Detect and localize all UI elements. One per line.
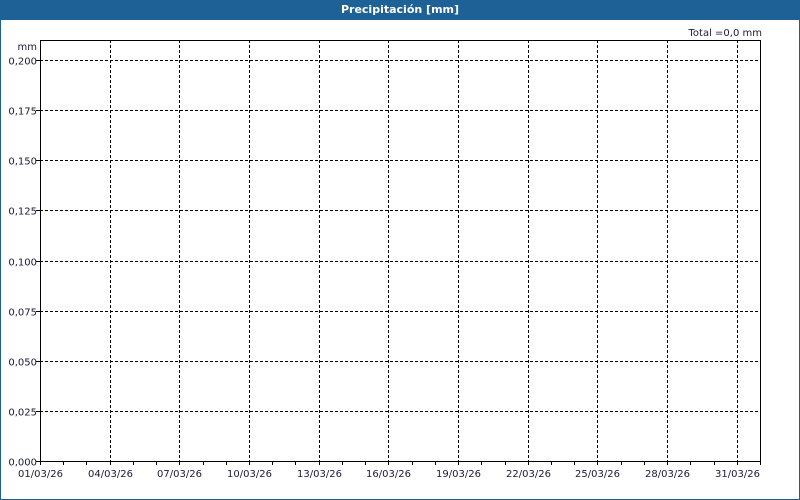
plot-frame <box>40 40 761 462</box>
y-tick-label: 0,175 <box>8 107 37 118</box>
y-tick-label: 0,125 <box>8 207 37 218</box>
x-tick-label: 31/03/26 <box>715 469 760 480</box>
window-title: Precipitación [mm] <box>0 0 800 20</box>
x-tick-label: 07/03/26 <box>157 469 202 480</box>
y-tick-label: 0,200 <box>8 57 37 68</box>
y-axis-unit: mm <box>18 42 37 53</box>
y-tick-label: 0,075 <box>8 308 37 319</box>
x-tick-label: 22/03/26 <box>506 469 551 480</box>
x-tick-label: 19/03/26 <box>436 469 481 480</box>
y-tick-label: 0,100 <box>8 258 37 269</box>
x-tick-label: 01/03/26 <box>18 469 63 480</box>
x-tick-label: 13/03/26 <box>297 469 342 480</box>
y-tick-label: 0,025 <box>8 408 37 419</box>
x-tick-label: 25/03/26 <box>575 469 620 480</box>
x-tick-label: 10/03/26 <box>227 469 272 480</box>
y-tick-label: 0,050 <box>8 358 37 369</box>
x-tick-label: 16/03/26 <box>366 469 411 480</box>
y-tick-label: 0,150 <box>8 157 37 168</box>
x-tick-label: 04/03/26 <box>88 469 133 480</box>
x-tick-label: 28/03/26 <box>645 469 690 480</box>
y-tick-label: 0,000 <box>8 458 37 469</box>
total-label: Total =0,0 mm <box>688 28 762 39</box>
